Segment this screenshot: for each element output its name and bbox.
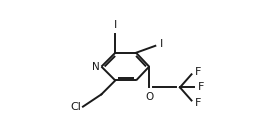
Text: N: N <box>92 62 100 72</box>
Text: F: F <box>198 82 204 92</box>
Text: I: I <box>114 20 117 30</box>
Text: Cl: Cl <box>70 102 82 112</box>
Text: F: F <box>195 67 202 77</box>
Text: I: I <box>160 39 163 49</box>
Text: F: F <box>195 98 202 108</box>
Text: O: O <box>145 92 153 102</box>
